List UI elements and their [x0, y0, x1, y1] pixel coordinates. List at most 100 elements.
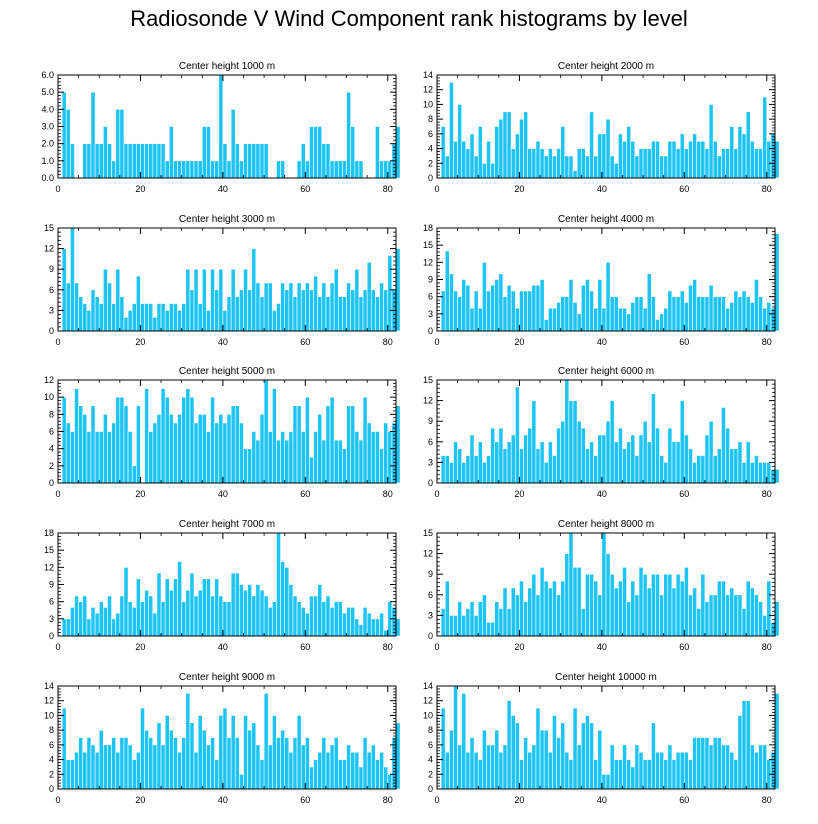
histogram-bar — [667, 290, 673, 332]
histogram-bar — [663, 462, 669, 484]
y-tick-label: 12 — [44, 244, 54, 254]
histogram-bar — [622, 307, 627, 332]
histogram-bar — [618, 759, 623, 790]
histogram-bar — [313, 595, 318, 637]
histogram-bar — [646, 273, 652, 332]
histogram-bar — [300, 289, 306, 332]
y-tick-label: 3 — [49, 614, 54, 624]
histogram-bar — [638, 567, 644, 637]
histogram-bar — [626, 126, 632, 179]
histogram-bar — [655, 573, 660, 637]
histogram-bar — [609, 155, 615, 179]
histogram-bar — [490, 284, 496, 332]
histogram-panel: Center height 8000 m 0 20 40 60 80 0 3 6 9 12 15 — [423, 519, 780, 652]
histogram-bar — [749, 462, 755, 484]
histogram-bar — [733, 448, 739, 484]
histogram-bar — [144, 589, 149, 637]
histogram-bar — [568, 155, 574, 179]
histogram-bar — [86, 431, 92, 484]
histogram-bar — [103, 268, 108, 332]
histogram-bar — [766, 580, 772, 637]
histogram-bar — [444, 580, 450, 637]
histogram-bar — [494, 126, 500, 179]
histogram-bar — [638, 148, 644, 179]
histogram-bar — [346, 744, 351, 790]
histogram-bar — [626, 601, 632, 637]
histogram-bar — [375, 759, 380, 790]
x-tick-label: 80 — [383, 184, 393, 194]
histogram-bar — [226, 296, 232, 332]
histogram-bar — [712, 455, 718, 484]
y-tick-label: 2.0 — [41, 139, 54, 149]
histogram-bar — [527, 290, 533, 332]
histogram-bar — [210, 268, 215, 332]
histogram-bar — [465, 608, 471, 637]
histogram-bar — [185, 160, 191, 179]
histogram-bar — [700, 296, 706, 332]
histogram-bar — [168, 589, 174, 637]
histogram-bar — [156, 414, 162, 484]
y-tick-label: 12 — [423, 85, 433, 95]
histogram-bar — [210, 737, 215, 790]
histogram-bar — [61, 707, 67, 790]
y-tick-label: 0 — [428, 478, 433, 488]
histogram-bar — [770, 133, 776, 179]
histogram-bar — [749, 302, 755, 332]
histogram-bar — [354, 751, 360, 790]
y-tick-label: 3 — [49, 305, 54, 315]
histogram-bar — [230, 715, 236, 790]
histogram-bar — [510, 715, 516, 790]
histogram-bar — [185, 268, 191, 332]
histogram-bar — [251, 248, 257, 332]
histogram-bar — [502, 744, 508, 790]
histogram-bar — [61, 396, 67, 484]
histogram-bar — [770, 621, 776, 637]
y-tick-label: 0 — [428, 326, 433, 336]
histogram-bar — [515, 307, 520, 332]
histogram-bar — [214, 160, 220, 179]
histogram-bar — [123, 737, 129, 790]
histogram-bar — [280, 282, 286, 332]
histogram-bar — [576, 744, 582, 790]
histogram-bar — [449, 729, 454, 790]
histogram-bar — [107, 282, 112, 332]
histogram-bar — [197, 414, 203, 484]
histogram-bar — [119, 296, 125, 332]
histogram-bar — [148, 143, 154, 179]
histogram-bar — [605, 553, 611, 637]
histogram-bar — [651, 722, 656, 790]
x-tick-label: 40 — [597, 642, 607, 652]
histogram-bar — [177, 414, 182, 484]
histogram-bar — [267, 431, 273, 484]
histogram-bar — [704, 737, 710, 790]
histogram-bar — [284, 567, 290, 637]
histogram-bar — [379, 448, 384, 484]
histogram-bar — [206, 310, 211, 332]
x-tick-label: 60 — [679, 337, 689, 347]
histogram-bar — [457, 744, 463, 790]
histogram-bar — [626, 313, 632, 332]
histogram-bar — [78, 296, 84, 332]
x-tick-label: 20 — [135, 642, 145, 652]
x-tick-label: 40 — [597, 184, 607, 194]
y-tick-label: 6 — [49, 427, 54, 437]
histogram-bar — [164, 396, 170, 484]
histogram-bar — [362, 737, 368, 790]
y-tick-label: 14 — [44, 681, 54, 691]
histogram-bar — [86, 618, 92, 637]
histogram-bar — [576, 567, 582, 637]
histogram-bar — [82, 595, 88, 637]
histogram-bar — [280, 729, 286, 790]
y-tick-label: 18 — [423, 223, 433, 233]
histogram-bar — [136, 578, 141, 637]
histogram-bar — [729, 302, 735, 332]
histogram-bar — [201, 729, 207, 790]
histogram-bar — [696, 140, 702, 179]
x-tick-label: 40 — [218, 337, 228, 347]
histogram-bar — [721, 148, 726, 179]
histogram-bar — [136, 405, 141, 484]
histogram-bar — [144, 388, 149, 484]
histogram-bar — [708, 284, 714, 332]
y-tick-label: 6.0 — [41, 70, 54, 80]
histogram-bar — [642, 573, 648, 637]
